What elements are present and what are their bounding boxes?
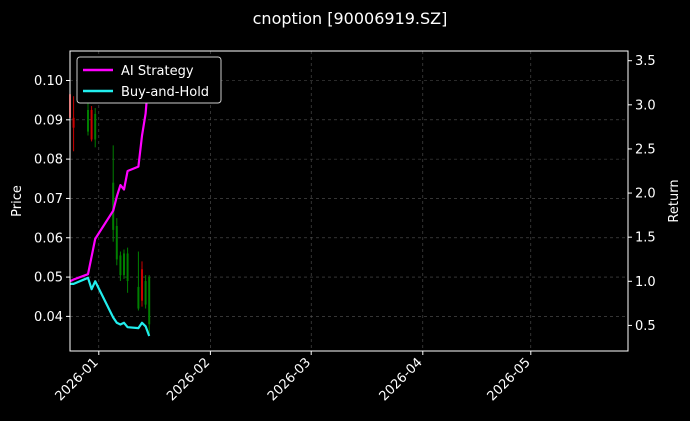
return-lines (69, 69, 151, 337)
legend-label-ai-strategy: AI Strategy (121, 64, 194, 79)
y2-tick-label: 2.5 (635, 142, 656, 157)
x-tick-label: 2026-04 (377, 355, 426, 404)
candle-body (126, 253, 129, 282)
candle-body (141, 269, 143, 301)
buy-and-hold-line (70, 276, 151, 337)
y2-tick-label: 2.0 (635, 187, 656, 202)
candle-body (115, 225, 118, 260)
candle-body (94, 113, 97, 140)
y-tick-label: 0.09 (34, 113, 63, 128)
candle-body (148, 277, 151, 325)
y2-axis-label: Return (667, 179, 682, 222)
x-tick-label: 2026-03 (265, 355, 314, 404)
candle-body (119, 255, 122, 276)
candle-body (123, 253, 125, 276)
candle-body (87, 109, 89, 132)
y2-tick-label: 3.0 (635, 98, 656, 113)
y2-tick-label: 0.5 (635, 319, 656, 334)
x-tick-label: 2026-02 (164, 355, 213, 404)
candle-body (137, 286, 140, 309)
y-axis-label: Price (10, 185, 25, 217)
candle-body (90, 109, 93, 140)
y-tick-label: 0.07 (34, 192, 63, 207)
y-tick-label: 0.05 (34, 271, 63, 286)
x-tick-label: 2026-01 (53, 355, 102, 404)
y2-tick-label: 1.0 (635, 275, 656, 290)
legend: AI Strategy Buy-and-Hold (76, 56, 222, 104)
y2-tick-label: 3.5 (635, 54, 656, 69)
candlesticks (69, 90, 151, 335)
y-tick-label: 0.10 (34, 74, 63, 89)
grid (70, 51, 628, 351)
x-tick-label: 2026-05 (485, 355, 534, 404)
chart-title: cnoption [90006919.SZ] (253, 9, 448, 28)
plot-frame (69, 50, 629, 352)
ai-strategy-line (69, 69, 151, 283)
legend-label-buy-and-hold: Buy-and-Hold (121, 85, 209, 100)
axis-ticks: 2026-01 2026-02 2026-03 2026-04 2026-05 0.04 0… (34, 54, 656, 404)
y-tick-label: 0.06 (34, 231, 63, 246)
y-tick-label: 0.04 (34, 310, 63, 325)
y-tick-label: 0.08 (34, 153, 63, 168)
candle-body (72, 117, 75, 128)
candle-body (144, 281, 147, 305)
y2-tick-label: 1.5 (635, 231, 656, 246)
